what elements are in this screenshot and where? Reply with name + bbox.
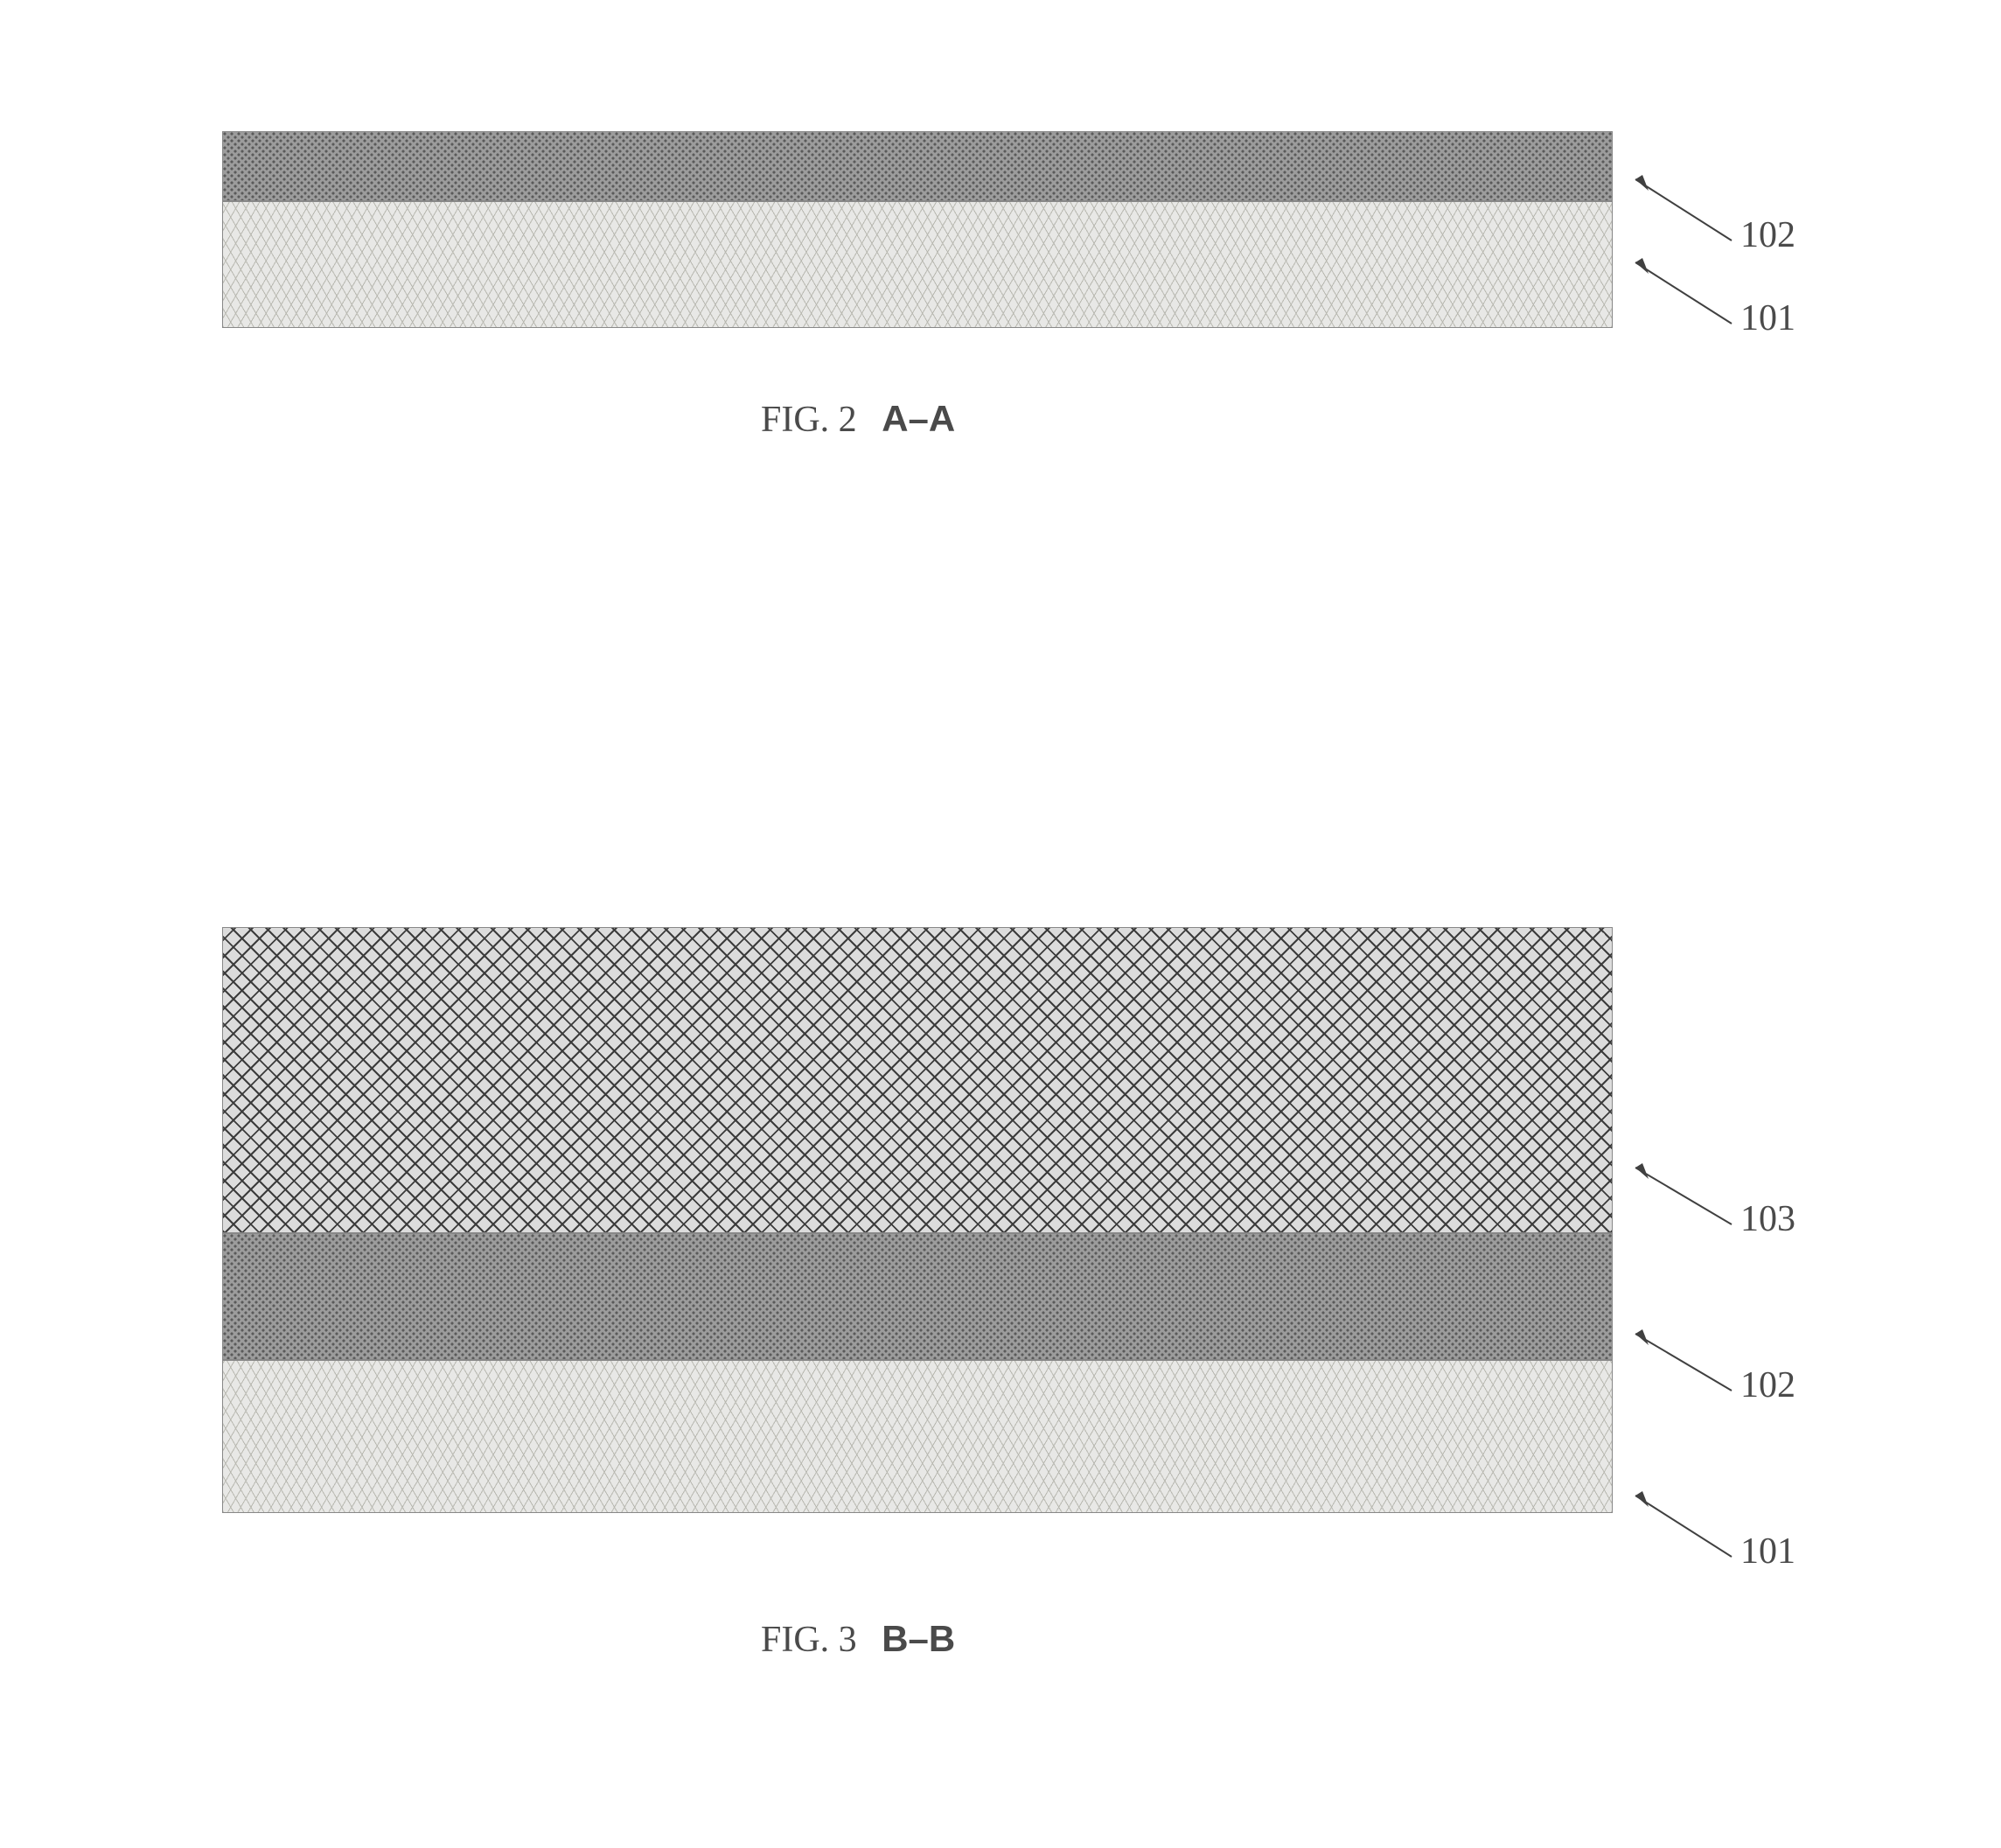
fig2-layer-stack: [222, 131, 1779, 328]
layer-101: [222, 201, 1613, 328]
layer-102: [222, 131, 1613, 201]
fig2-caption-section: A–A: [882, 398, 955, 439]
layer-102: [222, 1233, 1613, 1360]
layer-101: [222, 1360, 1613, 1513]
layer-103: [222, 927, 1613, 1233]
label-102-fig2: 102: [1740, 214, 1795, 256]
fig3-layer-stack: [222, 927, 1779, 1513]
fig3-caption-section: B–B: [882, 1618, 955, 1659]
label-103-fig3: 103: [1740, 1198, 1795, 1240]
fig2-caption-prefix: FIG. 2: [761, 400, 857, 440]
label-102-fig3: 102: [1740, 1364, 1795, 1406]
fig3-caption-prefix: FIG. 3: [761, 1620, 857, 1660]
label-101-fig3: 101: [1740, 1531, 1795, 1573]
label-101-fig2: 101: [1740, 297, 1795, 339]
fig2-caption: FIG. 2 A–A: [761, 398, 955, 441]
fig3-caption: FIG. 3 B–B: [761, 1618, 955, 1661]
figure-2: [222, 131, 1779, 328]
figure-3: [222, 927, 1779, 1513]
